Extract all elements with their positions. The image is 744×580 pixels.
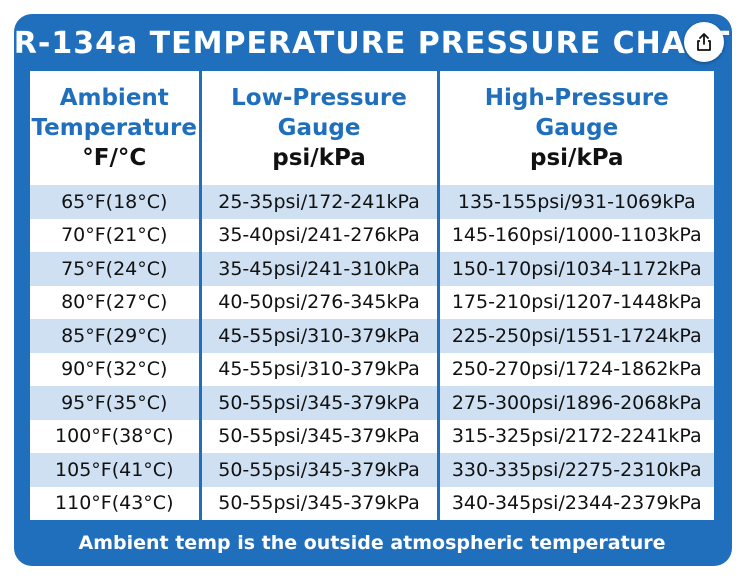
header-high-line2: Gauge	[535, 115, 619, 141]
header-low-pressure: Low-Pressure Gauge psi/kPa	[198, 71, 438, 185]
ambient-temp-cell: 75°F(24°C)	[30, 252, 200, 286]
ambient-temp-cell: 100°F(38°C)	[55, 425, 174, 448]
share-button[interactable]	[684, 22, 724, 62]
high-pressure-cell: 145-160psi/1000-1103kPa	[436, 218, 714, 252]
low-pressure-cell: 35-40psi/241-276kPa	[198, 218, 438, 252]
low-pressure-cell: 50-55psi/345-379kPa	[198, 453, 438, 487]
table-row: 65°F(18°C) 25-35psi/172-241kPa 135-155psi/…	[30, 185, 714, 219]
chart-title: R-134a TEMPERATURE PRESSURE CHART	[13, 26, 731, 61]
header-ambient-line2: Temperature	[31, 115, 197, 141]
high-pressure-cell: 340-345psi/2344-2379kPa	[436, 486, 714, 520]
high-pressure-cell: 330-335psi/2275-2310kPa	[436, 453, 714, 487]
table-row: 75°F(24°C) 35-45psi/241-310kPa 150-170psi/…	[30, 252, 714, 286]
high-pressure-cell: 250-270psi/1724-1862kPa	[436, 352, 714, 386]
chart-footer-note: Ambient temp is the outside atmospheric …	[78, 532, 666, 554]
header-low-unit: psi/kPa	[272, 145, 366, 171]
ambient-temp-cell: 110°F(43°C)	[55, 492, 174, 515]
ambient-temp-cell: 70°F(21°C)	[61, 224, 168, 247]
high-pressure-cell: 315-325psi/2172-2241kPa	[436, 419, 714, 453]
high-pressure-cell: 135-155psi/931-1069kPa	[436, 185, 714, 219]
pressure-table-wrap: Ambient Temperature °F/°C Low-Pressure G…	[30, 71, 714, 520]
high-pressure-cell: 225-250psi/1551-1724kPa	[436, 319, 714, 353]
low-pressure-cell: 35-45psi/241-310kPa	[198, 252, 438, 286]
share-icon	[697, 33, 711, 51]
header-ambient-unit: °F/°C	[82, 145, 147, 171]
header-low-line2: Gauge	[277, 115, 361, 141]
table-row: 90°F(32°C) 45-55psi/310-379kPa 250-270psi/…	[30, 352, 714, 386]
low-pressure-cell: 50-55psi/345-379kPa	[198, 386, 438, 420]
low-pressure-cell: 40-50psi/276-345kPa	[198, 285, 438, 319]
table-row: 70°F(21°C) 35-40psi/241-276kPa 145-160psi/…	[30, 218, 714, 252]
header-high-pressure: High-Pressure Gauge psi/kPa	[436, 71, 714, 185]
low-pressure-cell: 25-35psi/172-241kPa	[198, 185, 438, 219]
ambient-temp-cell: 105°F(41°C)	[30, 453, 200, 487]
header-low-line1: Low-Pressure	[231, 85, 407, 111]
table-row: 85°F(29°C) 45-55psi/310-379kPa 225-250psi/…	[30, 319, 714, 353]
table-row: 95°F(35°C) 50-55psi/345-379kPa 275-300psi/…	[30, 386, 714, 420]
header-row: Ambient Temperature °F/°C Low-Pressure G…	[30, 71, 714, 185]
table-row: 105°F(41°C) 50-55psi/345-379kPa 330-335psi…	[30, 453, 714, 487]
ambient-temp-cell: 90°F(32°C)	[61, 358, 168, 381]
table-row: 110°F(43°C) 50-55psi/345-379kPa 340-345psi…	[30, 486, 714, 520]
high-pressure-cell: 175-210psi/1207-1448kPa	[436, 285, 714, 319]
low-pressure-cell: 50-55psi/345-379kPa	[198, 486, 438, 520]
low-pressure-cell: 50-55psi/345-379kPa	[198, 419, 438, 453]
ambient-temp-cell: 95°F(35°C)	[30, 386, 200, 420]
table-row: 80°F(27°C) 40-50psi/276-345kPa 175-210psi/…	[30, 285, 714, 319]
header-high-unit: psi/kPa	[530, 145, 624, 171]
header-ambient-line1: Ambient	[59, 85, 169, 111]
high-pressure-cell: 150-170psi/1034-1172kPa	[436, 252, 714, 286]
ambient-temp-cell: 65°F(18°C)	[30, 185, 200, 219]
ambient-temp-cell: 85°F(29°C)	[30, 319, 200, 353]
header-high-line1: High-Pressure	[484, 85, 669, 111]
low-pressure-cell: 45-55psi/310-379kPa	[198, 319, 438, 353]
table-row: 100°F(38°C) 50-55psi/345-379kPa 315-325psi…	[30, 419, 714, 453]
ambient-temp-cell: 80°F(27°C)	[61, 291, 168, 314]
header-ambient: Ambient Temperature °F/°C	[30, 71, 200, 185]
low-pressure-cell: 45-55psi/310-379kPa	[198, 352, 438, 386]
pressure-table: Ambient Temperature °F/°C Low-Pressure G…	[30, 71, 714, 520]
high-pressure-cell: 275-300psi/1896-2068kPa	[436, 386, 714, 420]
